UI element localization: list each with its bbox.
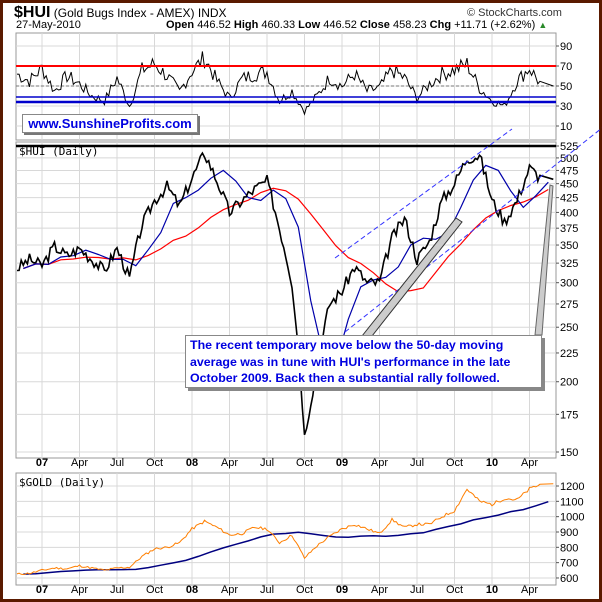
x-axis-label: Apr [521, 457, 538, 469]
y-tick-label: 1000 [560, 512, 584, 524]
x-axis-label: 08 [186, 457, 198, 469]
triangle-up-icon: ▲ [538, 20, 548, 30]
y-tick-label: 70 [560, 61, 572, 73]
y-tick-label: 600 [560, 573, 578, 585]
y-tick-label: 150 [560, 447, 578, 459]
y-tick-label: 175 [560, 409, 578, 421]
y-tick-label: 425 [560, 193, 578, 205]
lower-trend-line [344, 127, 602, 333]
x-axis-label: 08 [186, 584, 198, 596]
x-axis-label: Apr [521, 584, 538, 596]
x-axis-label: 10 [486, 457, 498, 469]
x-axis-label: Apr [221, 457, 238, 469]
x-axis-label: 07 [36, 457, 48, 469]
close-value: 458.23 [392, 19, 427, 31]
y-tick-label: 225 [560, 348, 578, 360]
x-axis-label: 10 [486, 584, 498, 596]
x-axis-label: Apr [371, 457, 388, 469]
y-tick-label: 475 [560, 165, 578, 177]
x-axis-label: Apr [71, 584, 88, 596]
chg-value: +11.71 (+2.62%) [454, 19, 536, 31]
x-axis-label: Oct [446, 457, 463, 469]
y-tick-label: 375 [560, 223, 578, 235]
x-axis-label: Apr [71, 457, 88, 469]
high-value: 460.33 [261, 19, 296, 31]
y-tick-label: 250 [560, 322, 578, 334]
x-axis-label: Jul [410, 457, 424, 469]
x-axis-label: Jul [110, 584, 124, 596]
hui-panel-title: $HUI (Daily) [19, 145, 98, 158]
x-axis-label: Apr [371, 584, 388, 596]
y-tick-label: 200 [560, 377, 578, 389]
annotation-box: The recent temporary move below the 50-d… [185, 335, 542, 388]
gold-price-line [16, 483, 554, 576]
symbol: $HUI [14, 4, 51, 21]
gold-panel-title: $GOLD (Daily) [19, 476, 105, 489]
x-axis-label: Apr [221, 584, 238, 596]
high-label: High [233, 19, 259, 31]
y-tick-label: 300 [560, 278, 578, 290]
x-axis-label: Jul [260, 457, 274, 469]
rsi-line [16, 51, 554, 116]
watermark-link: www.SunshineProfits.com [22, 114, 198, 133]
copyright: © StockCharts.com [467, 7, 562, 19]
low-label: Low [298, 19, 321, 31]
y-tick-label: 325 [560, 258, 578, 270]
y-tick-label: 90 [560, 41, 572, 53]
y-tick-label: 900 [560, 527, 578, 539]
quote-values: Open 446.52 High 460.33 Low 446.52 Close… [166, 19, 547, 31]
x-axis-label: Jul [260, 584, 274, 596]
chg-label: Chg [429, 19, 452, 31]
gold-ma-line [23, 500, 549, 575]
low-value: 446.52 [323, 19, 357, 31]
x-axis-label: Oct [146, 457, 163, 469]
x-axis-label: Oct [296, 457, 313, 469]
x-axis-label: 07 [36, 584, 48, 596]
y-tick-label: 1200 [560, 481, 584, 493]
y-tick-label: 30 [560, 101, 572, 113]
open-value: 446.52 [197, 19, 231, 31]
y-tick-label: 10 [560, 121, 572, 133]
chart-header-title: $HUI (Gold Bugs Index - AMEX) INDX [14, 4, 227, 22]
y-tick-label: 400 [560, 207, 578, 219]
index-name: (Gold Bugs Index - AMEX) [53, 6, 195, 20]
x-axis-label: Jul [410, 584, 424, 596]
y-tick-label: 800 [560, 542, 578, 554]
hui-price-line [16, 151, 554, 436]
x-axis-label: Oct [446, 584, 463, 596]
close-label: Close [359, 19, 390, 31]
y-tick-label: 1100 [560, 496, 584, 508]
quote-date: 27-May-2010 [16, 19, 81, 31]
x-axis-label: Jul [110, 457, 124, 469]
panel-1 [15, 141, 557, 459]
y-tick-label: 700 [560, 558, 578, 570]
open-label: Open [166, 19, 195, 31]
exchange: INDX [197, 6, 227, 20]
y-tick-label: 525 [560, 141, 578, 153]
y-tick-label: 50 [560, 81, 572, 93]
y-tick-label: 350 [560, 240, 578, 252]
x-axis-label: 09 [336, 584, 348, 596]
x-axis-label: Oct [146, 584, 163, 596]
x-axis-label: 09 [336, 457, 348, 469]
upper-trend-line [334, 128, 513, 259]
y-tick-label: 500 [560, 153, 578, 165]
y-tick-label: 275 [560, 299, 578, 311]
x-axis-label: Oct [296, 584, 313, 596]
y-tick-label: 450 [560, 179, 578, 191]
